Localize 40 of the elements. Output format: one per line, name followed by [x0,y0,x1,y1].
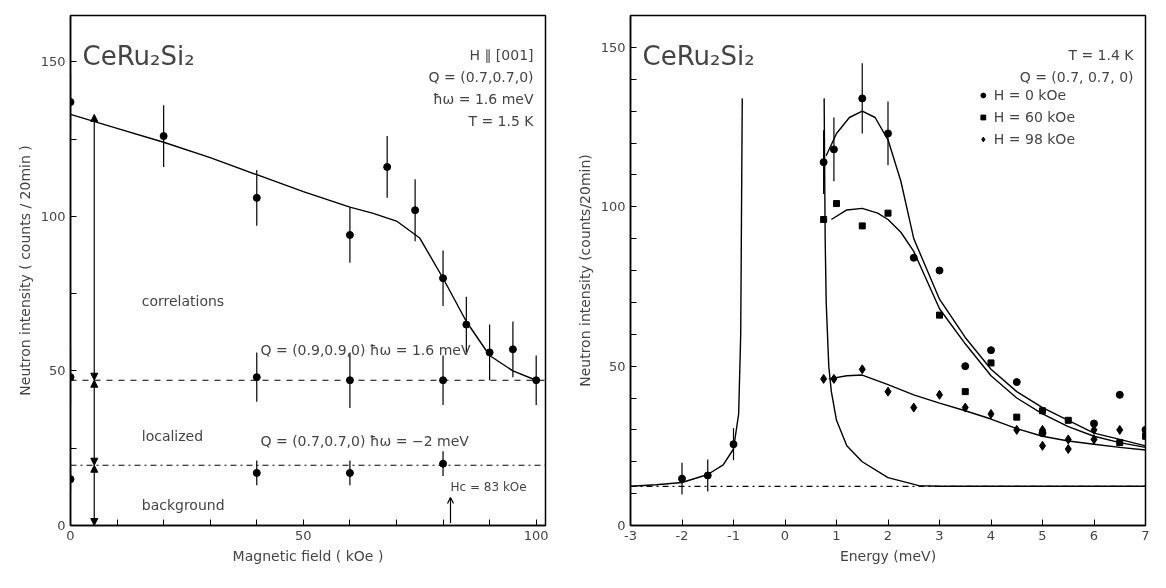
x-tick-label: 5 [1038,527,1047,543]
legend-label: H = 0 kOe [993,87,1067,103]
annotation: correlations [141,293,225,310]
x-tick-label: 100 [523,527,549,543]
annotation: Q = (0.9,0.9,0) ħω = 1.6 meV [260,341,471,358]
x-tick-label: -3 [624,527,637,543]
x-tick-label: 4 [986,527,996,543]
x-tick-label: 1 [832,527,841,543]
y-axis-title: Neutron intensity ( counts / 20min ) [16,145,33,396]
x-tick-label: 7 [1141,527,1150,543]
annotation: Q = (0.7, 0.7, 0) [1019,68,1134,85]
y-tick-label: 100 [600,199,626,215]
annotation: Q = (0.7,0.7,0) [428,68,534,85]
y-tick-label: 150 [40,54,66,70]
x-tick-label: 3 [935,527,944,543]
annotation: Q = (0.7,0.7,0) ħω = −2 meV [260,433,470,450]
annotation: background [141,497,225,514]
x-tick-label: 50 [295,527,312,543]
x-tick-label: 6 [1089,527,1099,543]
x-axis-title: Magnetic field ( kOe ) [232,547,384,564]
y-tick-label: 50 [48,363,66,379]
x-tick-label: -2 [675,527,689,543]
x-tick-label: 2 [883,527,893,543]
annotation: T = 1.5 K [467,112,535,129]
x-tick-label: -1 [727,527,740,543]
annotation: CeRu₂Si₂ [642,40,755,71]
y-axis-title: Neutron intensity (counts/20min) [576,154,593,387]
y-tick-label: 150 [600,39,626,55]
x-tick-label: 0 [780,527,790,543]
legend-label: H = 60 kOe [993,109,1075,125]
annotation: Hc = 83 kOe [450,480,527,495]
x-axis-title: Energy (meV) [839,547,937,564]
y-tick-label: 50 [608,358,626,374]
annotation: localized [141,428,204,445]
annotation: ħω = 1.6 meV [432,90,534,107]
y-tick-label: 100 [40,208,66,224]
annotation: H ∥ [001] [469,46,534,63]
legend-label: H = 98 kOe [993,131,1075,147]
annotation: CeRu₂Si₂ [82,40,195,71]
annotation: T = 1.4 K [1067,46,1135,63]
